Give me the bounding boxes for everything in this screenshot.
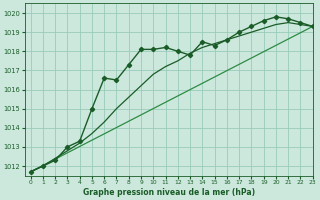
X-axis label: Graphe pression niveau de la mer (hPa): Graphe pression niveau de la mer (hPa) <box>83 188 255 197</box>
